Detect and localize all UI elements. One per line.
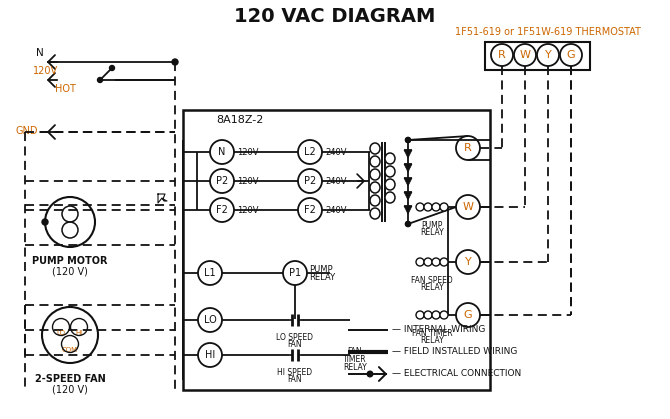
- Text: F2: F2: [216, 205, 228, 215]
- Text: HOT: HOT: [55, 84, 76, 94]
- Ellipse shape: [416, 203, 424, 211]
- Ellipse shape: [385, 153, 395, 164]
- Text: W: W: [519, 50, 531, 60]
- Circle shape: [405, 222, 411, 227]
- Text: 2-SPEED FAN: 2-SPEED FAN: [35, 374, 105, 384]
- Text: P2: P2: [304, 176, 316, 186]
- Text: N: N: [218, 147, 226, 157]
- Text: (120 V): (120 V): [52, 266, 88, 276]
- Text: PUMP MOTOR: PUMP MOTOR: [32, 256, 108, 266]
- Circle shape: [405, 137, 411, 142]
- Ellipse shape: [432, 311, 440, 319]
- Bar: [485, 42, 590, 70]
- Text: FAN SPEED: FAN SPEED: [411, 276, 453, 285]
- Circle shape: [42, 219, 48, 225]
- Text: LO SPEED: LO SPEED: [277, 333, 314, 342]
- Text: PUMP: PUMP: [421, 221, 443, 230]
- Text: 240V: 240V: [325, 205, 346, 215]
- Text: 120V: 120V: [33, 66, 58, 76]
- Text: — INTERNAL WIRING: — INTERNAL WIRING: [392, 326, 485, 334]
- Text: L1: L1: [204, 268, 216, 278]
- Text: RELAY: RELAY: [343, 364, 367, 372]
- Text: P1: P1: [289, 268, 301, 278]
- Ellipse shape: [370, 182, 380, 193]
- Text: PUMP: PUMP: [309, 264, 332, 274]
- Text: W: W: [462, 202, 474, 212]
- Text: TIMER: TIMER: [343, 355, 366, 365]
- Circle shape: [172, 59, 178, 65]
- Text: FAN: FAN: [287, 375, 302, 384]
- Text: RELAY: RELAY: [309, 274, 335, 282]
- Circle shape: [109, 65, 115, 70]
- Ellipse shape: [432, 203, 440, 211]
- Text: G: G: [464, 310, 472, 320]
- Text: — ELECTRICAL CONNECTION: — ELECTRICAL CONNECTION: [392, 370, 521, 378]
- Ellipse shape: [424, 258, 432, 266]
- Text: FAN: FAN: [287, 340, 302, 349]
- Text: 240V: 240V: [325, 147, 346, 157]
- Circle shape: [405, 222, 411, 227]
- Polygon shape: [404, 192, 412, 200]
- Text: HI SPEED: HI SPEED: [277, 368, 313, 377]
- Ellipse shape: [440, 203, 448, 211]
- Ellipse shape: [385, 179, 395, 190]
- Text: — FIELD INSTALLED WIRING: — FIELD INSTALLED WIRING: [392, 347, 517, 357]
- Polygon shape: [404, 150, 412, 158]
- Text: R: R: [464, 143, 472, 153]
- Circle shape: [405, 137, 411, 142]
- Ellipse shape: [440, 258, 448, 266]
- Text: FAN: FAN: [348, 347, 362, 357]
- Circle shape: [367, 371, 373, 377]
- Text: 240V: 240V: [325, 176, 346, 186]
- Text: 8A18Z-2: 8A18Z-2: [216, 115, 264, 125]
- Ellipse shape: [370, 156, 380, 167]
- Ellipse shape: [416, 311, 424, 319]
- Text: 120V: 120V: [237, 205, 259, 215]
- Text: 120V: 120V: [237, 176, 259, 186]
- Text: R: R: [498, 50, 506, 60]
- Ellipse shape: [370, 143, 380, 154]
- Text: RELAY: RELAY: [420, 228, 444, 237]
- Text: L2: L2: [304, 147, 316, 157]
- Text: 120V: 120V: [237, 147, 259, 157]
- Text: Y: Y: [464, 257, 472, 267]
- Ellipse shape: [416, 258, 424, 266]
- Ellipse shape: [385, 192, 395, 203]
- Text: RELAY: RELAY: [420, 336, 444, 345]
- Ellipse shape: [424, 311, 432, 319]
- Ellipse shape: [370, 169, 380, 180]
- Ellipse shape: [424, 203, 432, 211]
- Text: HI: HI: [75, 330, 82, 336]
- Text: G: G: [567, 50, 576, 60]
- Text: FAN TIMER: FAN TIMER: [411, 329, 452, 338]
- Text: RELAY: RELAY: [420, 283, 444, 292]
- Text: (120 V): (120 V): [52, 384, 88, 394]
- Polygon shape: [404, 206, 412, 214]
- Text: GND: GND: [15, 126, 38, 136]
- Text: COM: COM: [62, 347, 78, 353]
- Text: LO: LO: [204, 315, 216, 325]
- Text: N: N: [36, 48, 44, 58]
- Circle shape: [98, 78, 103, 83]
- Text: HI: HI: [205, 350, 215, 360]
- Text: 1F51-619 or 1F51W-619 THERMOSTAT: 1F51-619 or 1F51W-619 THERMOSTAT: [455, 27, 641, 37]
- Bar: [183, 110, 490, 390]
- Ellipse shape: [440, 311, 448, 319]
- Text: LO: LO: [56, 330, 66, 336]
- Ellipse shape: [385, 166, 395, 177]
- Ellipse shape: [370, 208, 380, 219]
- Text: F2: F2: [304, 205, 316, 215]
- Text: P2: P2: [216, 176, 228, 186]
- Ellipse shape: [432, 258, 440, 266]
- Text: Y: Y: [545, 50, 551, 60]
- Text: 120 VAC DIAGRAM: 120 VAC DIAGRAM: [234, 7, 436, 26]
- Ellipse shape: [370, 195, 380, 206]
- Polygon shape: [404, 178, 412, 186]
- Polygon shape: [404, 164, 412, 172]
